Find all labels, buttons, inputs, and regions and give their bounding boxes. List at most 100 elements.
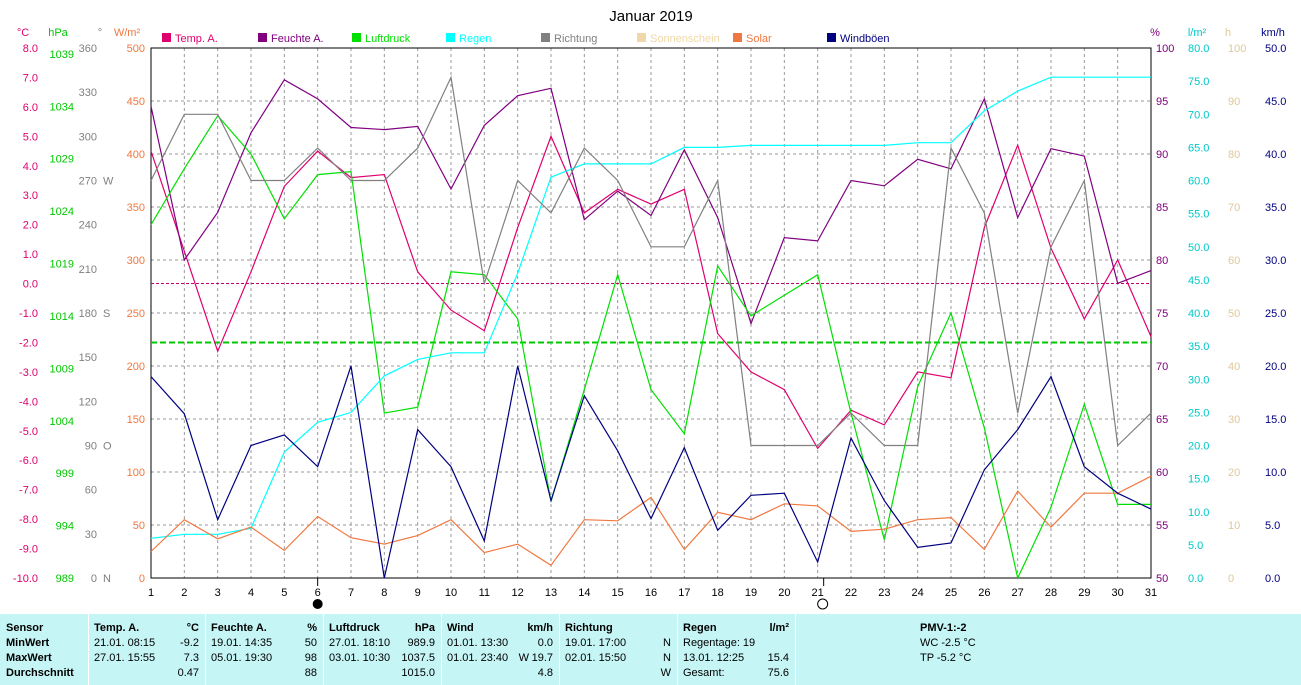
axis-unit-label: hPa	[48, 27, 68, 39]
solar-axis-tick-label: 0	[139, 573, 145, 585]
axis-unit-label: °	[98, 27, 102, 39]
wind-axis-tick-label: 45.0	[1265, 96, 1286, 108]
direction-axis-tick-label: 150	[79, 352, 97, 364]
temp-unit: °C	[186, 622, 199, 634]
rain-axis-tick-label: 10.0	[1188, 507, 1209, 519]
x-tick-label: 20	[778, 587, 790, 599]
legend-swatch	[733, 33, 742, 42]
wind-max-value: 19.7	[531, 652, 553, 664]
humidity-axis-tick-label: 100	[1156, 43, 1174, 55]
legend-label: Feuchte A.	[271, 33, 324, 45]
temp-axis-tick-label: 6.0	[23, 102, 38, 114]
x-tick-label: 29	[1078, 587, 1090, 599]
pmv-dewpoint: TP -5.2 °C	[920, 652, 972, 664]
compass-label: O	[103, 441, 112, 453]
direction-axis-tick-label: 90	[85, 441, 97, 453]
x-tick-label: 21	[812, 587, 824, 599]
wind-min-value: 0.0	[537, 637, 553, 649]
wind-axis-tick-label: 25.0	[1265, 308, 1286, 320]
temp-axis-tick-label: -4.0	[19, 396, 38, 408]
pressure-axis-tick-label: 999	[56, 468, 74, 480]
humidity-axis-tick-label: 60	[1156, 467, 1168, 479]
legend-swatch	[827, 33, 836, 42]
wind-axis-tick-label: 20.0	[1265, 361, 1286, 373]
stats-col-wind: Wind km/h 01.01. 13:30 0.0 01.01. 23:40 W 19…	[442, 614, 560, 685]
row-min-label: MinWert	[6, 637, 50, 649]
humidity-axis-tick-label: 85	[1156, 202, 1168, 214]
statistics-table: Sensor MinWert MaxWert Durchschnitt Temp…	[0, 614, 1301, 685]
rain-axis-tick-label: 55.0	[1188, 209, 1209, 221]
solar-axis-tick-label: 500	[127, 43, 145, 55]
temp-axis-tick-label: -1.0	[19, 308, 38, 320]
temp-axis-tick-label: -2.0	[19, 337, 38, 349]
temp-axis-tick-label: 4.0	[23, 161, 38, 173]
legend-label: Temp. A.	[175, 33, 218, 45]
pressure-axis-tick-label: 1024	[50, 206, 74, 218]
solar-axis-tick-label: 100	[127, 467, 145, 479]
legend-label: Luftdruck	[365, 33, 411, 45]
x-tick-label: 17	[678, 587, 690, 599]
x-tick-label: 19	[745, 587, 757, 599]
x-tick-label: 28	[1045, 587, 1057, 599]
wind-min-time: 01.01. 13:30	[447, 637, 509, 649]
temp-axis-tick-label: 7.0	[23, 72, 38, 84]
sunshine-axis-tick-label: 90	[1228, 96, 1240, 108]
wind-max-time: 01.01. 23:40	[447, 652, 509, 664]
sensor-header: Sensor	[6, 622, 44, 634]
humidity-max-value: 98	[304, 652, 317, 664]
solar-axis-tick-label: 450	[127, 96, 145, 108]
x-tick-label: 2	[181, 587, 187, 599]
x-tick-label: 24	[912, 587, 924, 599]
rain-axis-tick-label: 80.0	[1188, 43, 1209, 55]
pmv-windchill: WC -2.5 °C	[920, 637, 976, 649]
rain-axis-tick-label: 65.0	[1188, 142, 1209, 154]
x-tick-label: 6	[315, 587, 321, 599]
temp-min-value: -9.2	[180, 637, 199, 649]
pressure-axis-tick-label: 1019	[50, 259, 74, 271]
sunshine-axis-tick-label: 20	[1228, 467, 1240, 479]
x-tick-label: 10	[445, 587, 457, 599]
humidity-unit: %	[307, 622, 317, 634]
legend-swatch	[352, 33, 361, 42]
axis-unit-label: %	[1150, 27, 1160, 39]
solar-axis-tick-label: 300	[127, 255, 145, 267]
temp-axis-tick-label: -7.0	[19, 485, 38, 497]
pressure-axis-tick-label: 1014	[50, 311, 74, 323]
axis-unit-label: °C	[17, 27, 29, 39]
x-tick-label: 3	[215, 587, 221, 599]
legend-swatch	[637, 33, 646, 42]
sunshine-axis-tick-label: 0	[1228, 573, 1234, 585]
wind-axis-tick-label: 10.0	[1265, 467, 1286, 479]
humidity-min-value: 50	[304, 637, 317, 649]
x-tick-label: 11	[479, 587, 490, 599]
axis-unit-label: l/m²	[1188, 27, 1207, 39]
x-tick-label: 26	[978, 587, 990, 599]
direction-max-value: N	[663, 652, 671, 664]
x-tick-label: 13	[545, 587, 557, 599]
x-tick-label: 22	[845, 587, 857, 599]
rain-unit: l/m²	[769, 622, 789, 634]
solar-axis-tick-label: 150	[127, 414, 145, 426]
direction-axis-tick-label: 0	[91, 573, 97, 585]
pressure-axis-tick-label: 1039	[50, 49, 74, 61]
humidity-axis-tick-label: 80	[1156, 255, 1168, 267]
wind-header: Wind	[447, 622, 474, 634]
new-moon-icon	[312, 599, 323, 609]
temp-axis-tick-label: 1.0	[23, 249, 38, 261]
temp-axis-tick-label: 5.0	[23, 131, 38, 143]
sunshine-axis-tick-label: 80	[1228, 149, 1240, 161]
sunshine-axis-tick-label: 10	[1228, 520, 1240, 532]
direction-header: Richtung	[565, 622, 613, 634]
rain-axis-tick-label: 50.0	[1188, 242, 1209, 254]
pressure-axis-tick-label: 994	[56, 521, 74, 533]
humidity-min-time: 19.01. 14:35	[211, 637, 273, 649]
humidity-average: 88	[304, 667, 317, 679]
pressure-header: Luftdruck	[329, 622, 380, 634]
legend-swatch	[162, 33, 171, 42]
sunshine-axis-tick-label: 50	[1228, 308, 1240, 320]
x-tick-label: 12	[512, 587, 524, 599]
compass-label: W	[103, 176, 114, 188]
x-tick-label: 15	[612, 587, 624, 599]
pressure-average: 1015.0	[401, 667, 435, 679]
wind-axis-tick-label: 0.0	[1265, 573, 1280, 585]
